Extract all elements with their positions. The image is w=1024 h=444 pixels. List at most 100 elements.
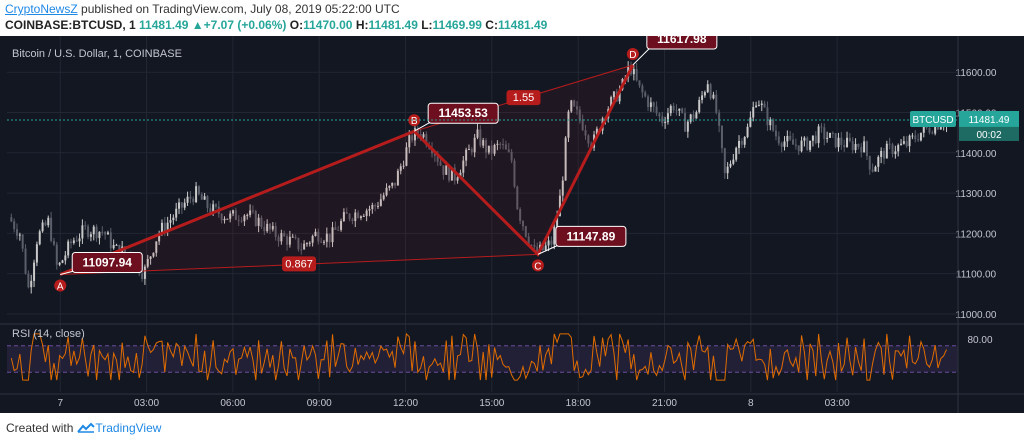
candle-body — [826, 137, 829, 139]
candle-body — [436, 155, 439, 162]
candle-body — [479, 129, 482, 146]
published-text: published on TradingView.com, July 08, 2… — [81, 2, 400, 16]
candle-body — [274, 225, 277, 237]
candle-body — [783, 141, 786, 147]
candle-body — [743, 137, 746, 145]
candle-body — [584, 130, 587, 136]
candle-body — [160, 222, 163, 234]
y-tick-label: 11400.00 — [956, 149, 997, 160]
candle-body — [664, 121, 667, 123]
candle-body — [16, 229, 19, 236]
candle-body — [41, 222, 44, 232]
candle-body — [323, 241, 325, 243]
candle-body — [67, 241, 70, 256]
candle-body — [865, 141, 868, 157]
candle-body — [644, 92, 647, 97]
candle-body — [263, 226, 266, 232]
candle-body — [820, 126, 823, 128]
candle-body — [684, 112, 687, 132]
candle-body — [934, 124, 937, 134]
candle-body — [288, 236, 291, 245]
x-tick-label: 09:00 — [307, 398, 332, 409]
candle-body — [10, 217, 13, 222]
candle-body — [178, 202, 181, 209]
y-tick-label: 11000.00 — [956, 310, 997, 321]
candle-body — [251, 210, 254, 212]
price-callout-value: 11617.98 — [657, 36, 707, 46]
candle-body — [851, 141, 854, 151]
candle-body — [547, 240, 550, 246]
price-callout-value: 11097.94 — [83, 255, 133, 269]
candle-body — [641, 85, 644, 93]
candle-body — [632, 68, 635, 75]
candle-body — [769, 119, 772, 126]
price-chart[interactable]: 0.867 1.55 A 11097.94 B 11453.53 C 11147.89 D 116… — [0, 36, 1024, 413]
candle-body — [647, 96, 650, 108]
candle-body — [374, 204, 377, 207]
candle-body — [55, 244, 58, 265]
candle-body — [391, 182, 394, 186]
candle-body — [828, 132, 831, 138]
pattern-point-letter: B — [411, 116, 418, 127]
x-tick-label: 8 — [748, 398, 754, 409]
candle-body — [297, 237, 300, 250]
candle-body — [109, 232, 112, 249]
x-tick-label: 21:00 — [652, 398, 677, 409]
candle-body — [777, 136, 780, 144]
candle-body — [408, 135, 411, 148]
candle-body — [516, 186, 519, 210]
candle-body — [243, 215, 246, 222]
candle-body — [33, 262, 36, 281]
axes: 11000.00 11100.00 11200.00 11300.00 11400.00… — [0, 36, 1024, 413]
candle-body — [675, 110, 678, 112]
candle-body — [44, 222, 47, 226]
candle-body — [874, 166, 877, 172]
candle-body — [214, 204, 217, 207]
candle-body — [337, 229, 340, 231]
candle-body — [581, 119, 584, 131]
candle-body — [291, 236, 294, 238]
candle-body — [345, 212, 348, 214]
candle-body — [635, 68, 638, 81]
candle-body — [939, 127, 942, 130]
pattern-point-letter: A — [57, 281, 64, 292]
candle-body — [652, 102, 655, 107]
candle-body — [530, 244, 533, 246]
publisher-line: CryptoNewsZ published on TradingView.com… — [5, 2, 400, 16]
low-value: 11469.99 — [432, 18, 482, 32]
candle-body — [618, 89, 621, 102]
candle-body — [141, 273, 144, 279]
x-tick-label: 18:00 — [566, 398, 591, 409]
candle-body — [180, 202, 183, 208]
candle-body — [368, 209, 371, 211]
rsi-tick-label: 80.00 — [967, 335, 992, 346]
candle-body — [476, 129, 479, 138]
price-callout-value: 11147.89 — [567, 229, 616, 243]
candle-body — [75, 240, 78, 242]
candle-body — [442, 165, 445, 175]
publisher-link[interactable]: CryptoNewsZ — [5, 2, 78, 16]
candle-body — [740, 140, 743, 145]
candle-body — [703, 92, 706, 96]
tradingview-link[interactable]: TradingView — [77, 421, 161, 435]
candle-body — [638, 80, 641, 86]
candle-body — [706, 84, 709, 93]
candle-body — [880, 150, 883, 157]
candle-body — [558, 195, 561, 217]
candle-body — [334, 227, 337, 230]
candle-body — [681, 108, 684, 113]
candle-body — [425, 134, 428, 146]
xabcd-pattern[interactable]: 0.867 1.55 A 11097.94 B 11453.53 C 11147.89 D 116… — [54, 36, 718, 292]
candle-body — [718, 112, 721, 126]
candle-body — [482, 140, 485, 146]
candle-body — [152, 252, 155, 257]
candle-body — [738, 140, 741, 148]
candle-body — [115, 244, 118, 246]
countdown-value: 00:02 — [976, 130, 1001, 141]
price-callout-box — [427, 102, 499, 124]
x-tick-label: 06:00 — [220, 398, 245, 409]
candle-body — [919, 132, 922, 141]
candle-body — [587, 135, 590, 144]
candle-body — [462, 160, 465, 173]
candle-body — [98, 231, 101, 239]
